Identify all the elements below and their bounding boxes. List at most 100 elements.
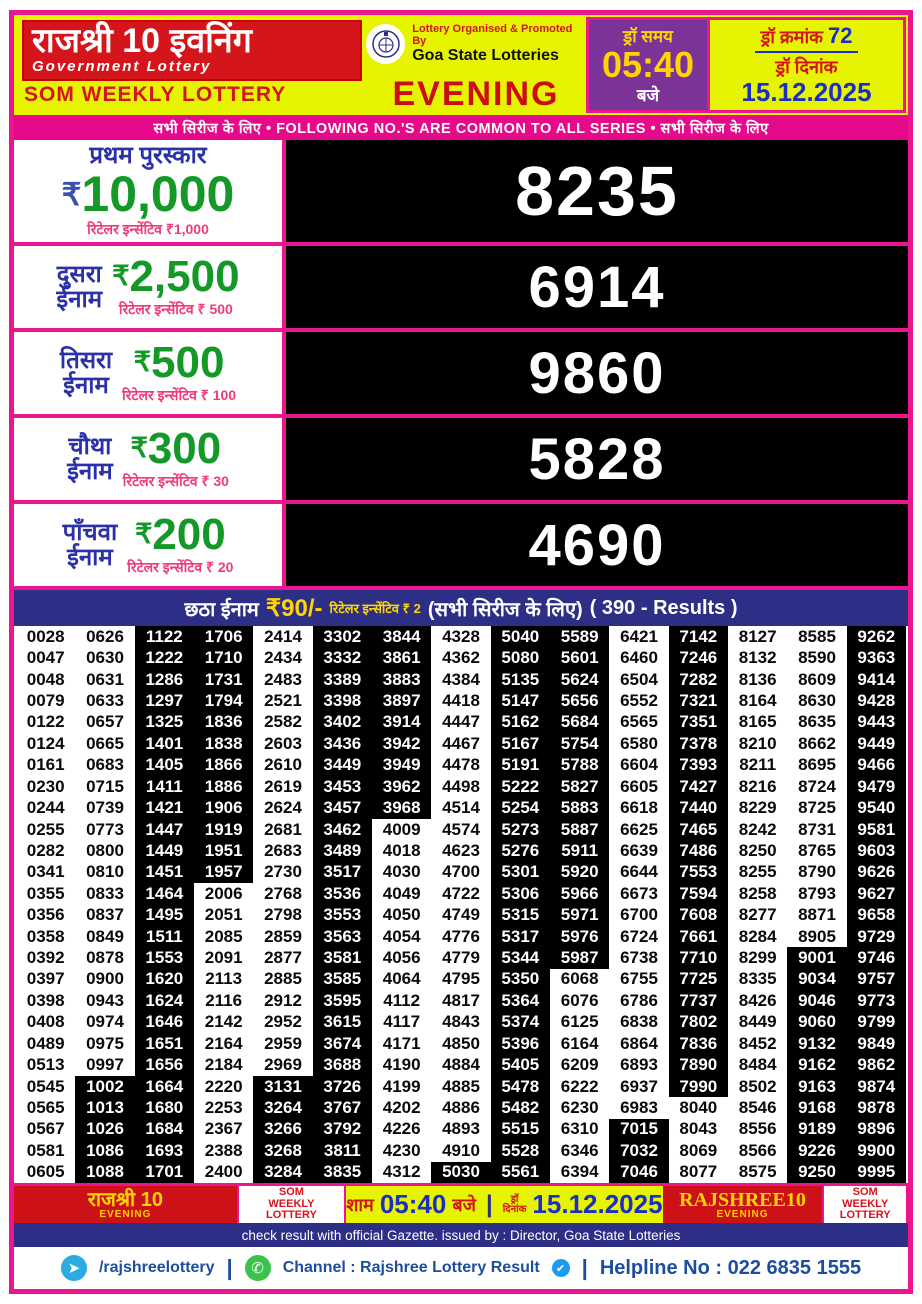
draw-time-suffix: बजे [636, 86, 660, 105]
result-number: 1794 [193, 690, 254, 712]
weekly-line: WEEKLY [842, 1197, 889, 1210]
result-number: 4850 [442, 1033, 480, 1053]
weekly-line: WEEKLY [268, 1197, 315, 1210]
fourth-prize-amount: ₹300 [130, 424, 222, 473]
result-number: 3861 [371, 647, 432, 669]
result-number: 9878 [846, 1097, 906, 1119]
result-number: 1511 [134, 925, 194, 948]
contact-divider: | [581, 1255, 588, 1280]
result-number: 2388 [204, 1140, 243, 1160]
result-number: 5482 [490, 1097, 550, 1119]
result-number: 6460 [620, 648, 658, 668]
result-number: 2877 [264, 948, 302, 968]
result-number: 5684 [549, 711, 610, 734]
result-number: 1620 [134, 968, 194, 991]
result-number: 7282 [668, 668, 728, 691]
result-number: 5301 [490, 861, 550, 884]
result-number: 1919 [193, 818, 254, 841]
result-number: 7710 [668, 947, 728, 969]
result-number: 9262 [846, 626, 906, 648]
result-number: 3835 [312, 1161, 372, 1183]
result-number: 9746 [846, 947, 906, 969]
fifth-prize-number: 4690 [528, 512, 666, 578]
helpline-number[interactable]: Helpline No : 022 6835 1555 [599, 1256, 862, 1279]
result-number: 0356 [26, 905, 65, 925]
result-number: 5040 [490, 626, 550, 648]
weekly-line: LOTTERY [265, 1209, 317, 1222]
result-number: 4049 [382, 883, 421, 903]
result-number: 0631 [86, 669, 124, 689]
result-number: 4795 [442, 969, 480, 989]
result-number: 4226 [382, 1119, 421, 1139]
fourth-prize-incentive: रिटेलर इन्सेंटिव ₹ 30 [122, 473, 229, 489]
result-number: 9466 [846, 754, 906, 776]
result-number: 2610 [264, 755, 302, 775]
fourth-prize-number: 5828 [528, 426, 666, 492]
result-number: 6504 [620, 669, 658, 689]
result-number: 4478 [442, 755, 480, 775]
session-label: EVENING [392, 75, 560, 113]
result-number: 3844 [371, 626, 432, 648]
telegram-icon[interactable]: ➤ [60, 1255, 87, 1281]
result-number: 5374 [490, 1011, 550, 1034]
result-number: 8284 [738, 926, 777, 946]
result-number: 4056 [382, 948, 421, 968]
channel-name[interactable]: Channel : Rajshree Lottery Result [282, 1259, 540, 1276]
result-number: 2253 [204, 1097, 243, 1117]
result-number: 9603 [846, 840, 906, 862]
result-number: 0161 [26, 755, 65, 775]
result-number: 2603 [264, 733, 302, 753]
result-number: 5030 [431, 1161, 491, 1183]
result-number: 0975 [86, 1033, 124, 1053]
result-number: 8635 [798, 712, 836, 732]
result-number: 9046 [787, 990, 847, 1012]
contact-bar: ➤ /rajshreelottery | ✆ Channel : Rajshre… [14, 1247, 908, 1289]
result-number: 1701 [134, 1161, 194, 1183]
result-number: 5344 [490, 947, 550, 969]
result-number: 0341 [26, 862, 65, 882]
result-number: 3284 [253, 1161, 313, 1183]
result-number: 8277 [738, 905, 777, 925]
footer-brand-left: राजश्री 10 EVENING [14, 1186, 237, 1223]
result-number: 8299 [738, 948, 777, 968]
result-number: 4843 [442, 1012, 480, 1032]
whatsapp-icon[interactable]: ✆ [244, 1255, 271, 1281]
result-number: 5887 [549, 818, 610, 841]
result-number: 2952 [264, 1012, 302, 1032]
result-number: 7351 [668, 711, 728, 734]
result-number: 5966 [549, 883, 610, 905]
result-number: 6394 [560, 1162, 599, 1182]
result-number: 9226 [787, 1140, 847, 1162]
result-number: 1646 [134, 1011, 194, 1034]
result-number: 0683 [86, 755, 124, 775]
result-number: 8793 [798, 883, 836, 903]
result-number: 9658 [846, 904, 906, 926]
telegram-handle[interactable]: /rajshreelottery [98, 1259, 215, 1276]
result-number: 5254 [490, 797, 550, 819]
result-number: 0878 [86, 948, 124, 968]
result-number: 2414 [264, 626, 302, 646]
result-number: 0244 [26, 798, 65, 818]
result-number: 2091 [204, 948, 243, 968]
rupee-icon: ₹ [133, 346, 152, 377]
result-number: 4776 [442, 926, 480, 946]
result-number: 4230 [382, 1140, 421, 1160]
result-number: 3674 [312, 1033, 372, 1055]
draw-time-value: 05:40 [601, 44, 695, 85]
footer-weekly-left: SOM WEEKLY LOTTERY [236, 1186, 347, 1223]
result-number: 4384 [442, 669, 480, 689]
result-number: 1464 [134, 883, 194, 905]
result-number: 2619 [264, 776, 302, 796]
result-number: 8210 [738, 733, 777, 753]
result-number: 9540 [846, 797, 906, 819]
rupee-icon: ₹ [61, 176, 82, 212]
result-number: 4312 [382, 1162, 421, 1182]
result-number: 7378 [668, 733, 728, 755]
weekly-lottery-label: SOM WEEKLY LOTTERY [24, 82, 287, 106]
result-number: 1684 [134, 1118, 194, 1141]
fourth-prize-panel: 5828 [286, 418, 908, 500]
sixth-prize-label: छठा ईनाम [184, 598, 259, 621]
result-number: 9001 [787, 947, 847, 969]
result-number: 7890 [668, 1054, 728, 1076]
result-number: 8566 [738, 1140, 777, 1160]
